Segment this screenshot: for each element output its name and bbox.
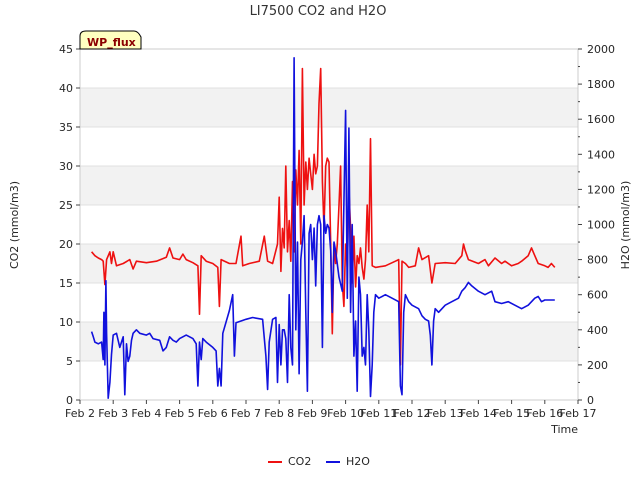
wp-flux-badge: WP_flux bbox=[79, 30, 142, 50]
x-tick-label: Feb 4 bbox=[131, 407, 161, 420]
y-tick-label: 0 bbox=[66, 394, 73, 407]
y2-axis-ticks: 0 200 400 600 800 1000 1200 1400 1600 1800 2000 bbox=[578, 43, 615, 407]
y-axis-label: CO2 (mmol/m3) bbox=[8, 181, 21, 269]
x-tick-label: Feb 13 bbox=[427, 407, 464, 420]
x-tick-label: Feb 7 bbox=[231, 407, 261, 420]
x-tick-label: Feb 16 bbox=[526, 407, 563, 420]
y2-tick-label: 1000 bbox=[587, 219, 615, 232]
y2-tick-label: 2000 bbox=[587, 43, 615, 56]
x-tick-label: Feb 15 bbox=[493, 407, 530, 420]
background-bands bbox=[80, 88, 578, 361]
legend-co2-label: CO2 bbox=[288, 455, 311, 468]
x-tick-label: Feb 9 bbox=[297, 407, 327, 420]
y2-tick-label: 1200 bbox=[587, 183, 615, 196]
band-0 bbox=[80, 322, 578, 361]
x-axis-ticks: Feb 2 Feb 3 Feb 4 Feb 5 Feb 6 Feb 7 Feb 8 Feb 9… bbox=[65, 400, 596, 420]
x-tick-label: Feb 12 bbox=[394, 407, 431, 420]
x-tick-label: Feb 2 bbox=[65, 407, 95, 420]
legend-h2o-label: H2O bbox=[346, 455, 370, 468]
y2-tick-label: 400 bbox=[587, 324, 608, 337]
x-tick-label: Feb 3 bbox=[98, 407, 128, 420]
x-tick-label: Feb 10 bbox=[327, 407, 364, 420]
y2-tick-label: 0 bbox=[587, 394, 594, 407]
y-tick-label: 15 bbox=[59, 277, 73, 290]
y2-tick-label: 1800 bbox=[587, 78, 615, 91]
y2-tick-label: 200 bbox=[587, 359, 608, 372]
band-1 bbox=[80, 244, 578, 283]
y2-tick-label: 1600 bbox=[587, 113, 615, 126]
chart-title: LI7500 CO2 and H2O bbox=[250, 4, 387, 19]
x-tick-label: Feb 6 bbox=[198, 407, 228, 420]
y-tick-label: 25 bbox=[59, 199, 73, 212]
y2-tick-label: 800 bbox=[587, 254, 608, 267]
y2-axis-label: H2O (mmol/m3) bbox=[619, 181, 632, 270]
y-axis-ticks: 0 5 10 15 20 25 30 35 40 45 bbox=[59, 43, 80, 407]
x-tick-label: Feb 11 bbox=[360, 407, 397, 420]
x-tick-label: Feb 14 bbox=[460, 407, 497, 420]
x-axis-label: Time bbox=[550, 423, 578, 436]
y-tick-label: 30 bbox=[59, 160, 73, 173]
y-tick-label: 35 bbox=[59, 121, 73, 134]
y2-tick-label: 1400 bbox=[587, 148, 615, 161]
y-tick-label: 5 bbox=[66, 355, 73, 368]
y2-tick-label: 600 bbox=[587, 289, 608, 302]
x-tick-label: Feb 5 bbox=[165, 407, 195, 420]
band-3 bbox=[80, 88, 578, 127]
y-tick-label: 10 bbox=[59, 316, 73, 329]
legend: CO2 H2O bbox=[268, 455, 370, 468]
x-tick-label: Feb 17 bbox=[560, 407, 597, 420]
series-line-h2o bbox=[90, 57, 555, 399]
series-lines bbox=[90, 57, 556, 399]
series-line-co2 bbox=[90, 67, 556, 366]
x-tick-label: Feb 8 bbox=[264, 407, 294, 420]
y-tick-label: 20 bbox=[59, 238, 73, 251]
badge-label: WP_flux bbox=[87, 36, 136, 49]
y-tick-label: 40 bbox=[59, 82, 73, 95]
y-tick-label: 45 bbox=[59, 43, 73, 56]
